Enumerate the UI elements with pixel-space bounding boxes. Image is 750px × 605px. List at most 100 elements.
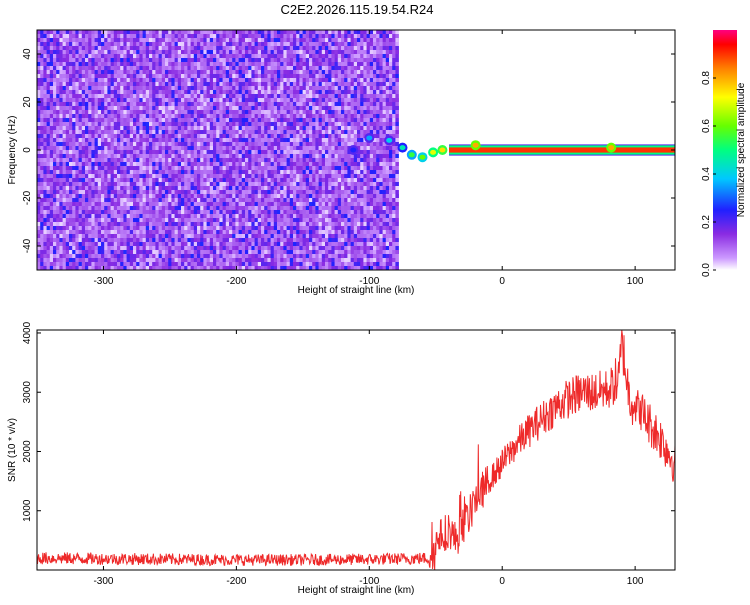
heatmap-noise-cell	[187, 106, 191, 110]
heatmap-noise-cell	[117, 46, 121, 50]
heatmap-noise-cell	[389, 114, 393, 118]
heatmap-noise-cell	[219, 66, 223, 70]
heatmap-noise-cell	[321, 86, 326, 90]
heatmap-noise-cell	[126, 82, 131, 86]
heatmap-noise-cell	[136, 170, 140, 174]
heatmap-noise-cell	[341, 146, 345, 150]
heatmap-noise-cell	[296, 170, 300, 174]
heatmap-noise-cell	[334, 178, 339, 182]
heatmap-noise-cell	[171, 50, 175, 54]
heatmap-noise-cell	[254, 34, 259, 38]
heatmap-noise-cell	[309, 150, 313, 154]
heatmap-noise-cell	[293, 162, 297, 166]
heatmap-noise-cell	[389, 74, 393, 78]
heatmap-noise-cell	[177, 86, 182, 90]
heatmap-noise-cell	[107, 174, 111, 178]
heatmap-noise-cell	[267, 158, 271, 162]
heatmap-noise-cell	[248, 182, 252, 186]
heatmap-noise-cell	[110, 102, 115, 106]
heatmap-noise-cell	[302, 34, 307, 38]
heatmap-noise-cell	[369, 202, 374, 206]
heatmap-noise-cell	[149, 138, 153, 142]
heatmap-noise-cell	[88, 118, 92, 122]
heatmap-noise-cell	[110, 86, 115, 90]
heatmap-noise-cell	[389, 58, 393, 62]
heatmap-noise-cell	[321, 122, 326, 126]
heatmap-noise-cell	[341, 38, 345, 42]
heatmap-noise-cell	[155, 146, 159, 150]
heatmap-noise-cell	[81, 54, 86, 58]
heatmap-noise-cell	[81, 86, 86, 90]
heatmap-noise-cell	[248, 114, 252, 118]
heatmap-noise-cell	[238, 162, 243, 166]
heatmap-noise-cell	[379, 126, 383, 130]
heatmap-noise-cell	[350, 94, 355, 98]
heatmap-noise-cell	[360, 98, 364, 102]
heatmap-noise-cell	[309, 142, 313, 146]
heatmap-noise-cell	[145, 94, 150, 98]
heatmap-noise-cell	[113, 134, 118, 138]
heatmap-noise-cell	[203, 158, 207, 162]
heatmap-noise-cell	[107, 46, 111, 50]
heatmap-noise-cell	[75, 50, 79, 54]
heatmap-noise-cell	[373, 186, 377, 190]
heatmap-noise-cell	[225, 194, 230, 198]
heatmap-noise-cell	[337, 150, 342, 154]
heatmap-noise-cell	[235, 142, 239, 146]
heatmap-noise-cell	[241, 34, 246, 38]
heatmap-noise-cell	[110, 202, 115, 206]
heatmap-noise-cell	[353, 50, 358, 54]
heatmap-noise-cell	[200, 186, 204, 190]
heatmap-noise-cell	[136, 126, 140, 130]
heatmap-noise-cell	[129, 126, 134, 130]
heatmap-noise-cell	[277, 198, 281, 202]
heatmap-noise-cell	[104, 126, 108, 130]
heatmap-noise-cell	[286, 122, 291, 126]
heatmap-noise-cell	[389, 126, 393, 130]
heatmap-noise-cell	[251, 106, 255, 110]
heatmap-noise-cell	[366, 122, 371, 126]
heatmap-noise-cell	[181, 30, 185, 34]
heatmap-noise-cell	[350, 74, 355, 78]
heatmap-noise-cell	[280, 190, 284, 194]
heatmap-noise-cell	[75, 158, 79, 162]
heatmap-noise-cell	[197, 198, 201, 202]
heatmap-noise-cell	[216, 106, 220, 110]
heatmap-noise-cell	[222, 62, 227, 66]
heatmap-noise-cell	[104, 94, 108, 98]
heatmap-noise-cell	[213, 126, 217, 130]
heatmap-noise-cell	[75, 86, 79, 90]
heatmap-noise-cell	[40, 126, 44, 130]
heatmap-noise-cell	[152, 170, 156, 174]
heatmap-noise-cell	[257, 186, 262, 190]
heatmap-noise-cell	[85, 134, 89, 138]
heatmap-noise-cell	[238, 198, 243, 202]
heatmap-noise-cell	[197, 78, 201, 82]
heatmap-noise-cell	[222, 46, 227, 50]
heatmap-noise-cell	[200, 86, 204, 90]
heatmap-noise-cell	[197, 134, 201, 138]
heatmap-noise-cell	[209, 122, 214, 126]
heatmap-noise-cell	[267, 86, 271, 90]
heatmap-noise-cell	[344, 78, 348, 82]
heatmap-noise-cell	[321, 94, 326, 98]
heatmap-noise-cell	[158, 114, 163, 118]
heatmap-noise-cell	[56, 82, 60, 86]
heatmap-noise-cell	[158, 194, 163, 198]
heatmap-noise-cell	[187, 110, 191, 114]
heatmap-noise-cell	[373, 182, 377, 186]
heatmap-noise-cell	[171, 198, 175, 202]
heatmap-noise-cell	[299, 162, 303, 166]
heatmap-noise-cell	[171, 42, 175, 46]
heatmap-noise-cell	[312, 82, 316, 86]
heatmap-noise-cell	[85, 126, 89, 130]
heatmap-noise-cell	[235, 130, 239, 134]
heatmap-noise-cell	[325, 126, 329, 130]
heatmap-noise-cell	[382, 162, 387, 166]
heatmap-noise-cell	[206, 154, 211, 158]
heatmap-noise-cell	[120, 74, 124, 78]
heatmap-noise-cell	[56, 166, 60, 170]
heatmap-noise-cell	[382, 90, 387, 94]
heatmap-noise-cell	[229, 122, 233, 126]
heatmap-noise-cell	[117, 154, 121, 158]
